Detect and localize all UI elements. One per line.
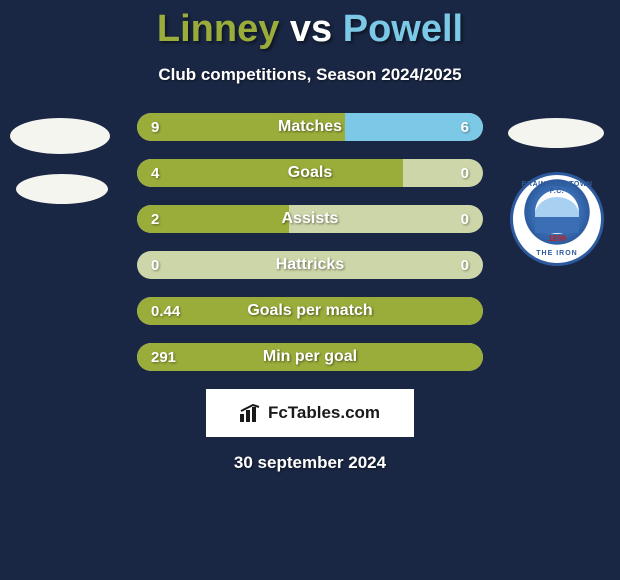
stat-row: 0.44Goals per match — [137, 297, 483, 325]
bar-track: 40Goals — [137, 159, 483, 187]
stat-label: Goals — [137, 159, 483, 187]
crest-year: 1898 — [515, 234, 599, 243]
subtitle: Club competitions, Season 2024/2025 — [0, 65, 620, 85]
brand-box: FcTables.com — [206, 389, 414, 437]
stat-label: Assists — [137, 205, 483, 233]
player2-name: Powell — [343, 8, 463, 50]
crest-club-name: BRAINTREE TOWN F.C. — [515, 181, 599, 195]
bar-track: 291Min per goal — [137, 343, 483, 371]
stat-row: 40Goals — [137, 159, 483, 187]
badge-ellipse — [508, 118, 604, 148]
date-text: 30 september 2024 — [0, 453, 620, 473]
club-crest: BRAINTREE TOWN F.C. 1898 THE IRON — [510, 172, 604, 266]
bar-track: 00Hattricks — [137, 251, 483, 279]
crest-scene-icon — [535, 197, 579, 233]
stat-row: 96Matches — [137, 113, 483, 141]
stat-row: 00Hattricks — [137, 251, 483, 279]
stat-label: Min per goal — [137, 343, 483, 371]
vs-text: vs — [290, 8, 332, 50]
stat-label: Hattricks — [137, 251, 483, 279]
team-badge-right: BRAINTREE TOWN F.C. 1898 THE IRON — [508, 118, 608, 228]
chart-icon — [240, 404, 262, 422]
stat-row: 20Assists — [137, 205, 483, 233]
badge-ellipse — [16, 174, 108, 204]
bar-track: 96Matches — [137, 113, 483, 141]
stat-label: Goals per match — [137, 297, 483, 325]
badge-ellipse — [10, 118, 110, 154]
comparison-bars: 96Matches 40Goals 20Assists 00Hattricks 0.44… — [137, 113, 483, 371]
player1-name: Linney — [157, 8, 279, 50]
bar-track: 0.44Goals per match — [137, 297, 483, 325]
brand-text: FcTables.com — [268, 403, 380, 423]
page-title: Linney vs Powell — [0, 0, 620, 51]
crest-nickname: THE IRON — [515, 250, 599, 257]
stat-row: 291Min per goal — [137, 343, 483, 371]
bar-track: 20Assists — [137, 205, 483, 233]
stat-label: Matches — [137, 113, 483, 141]
team-badge-left — [10, 118, 110, 218]
